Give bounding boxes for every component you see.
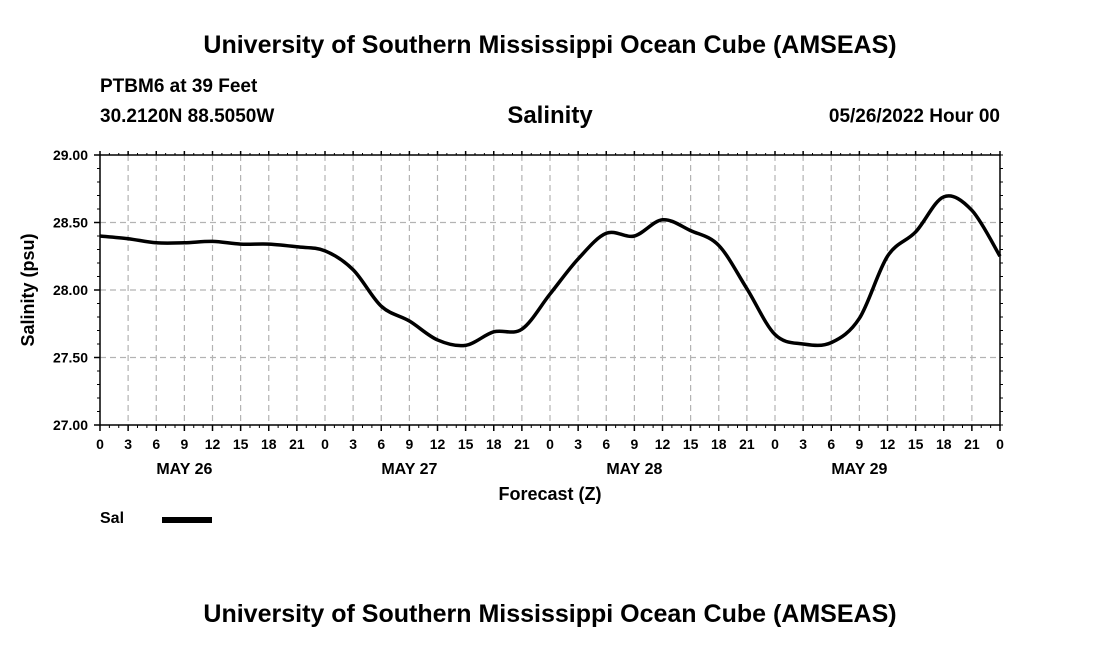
y-axis-label: Salinity (psu): [18, 233, 38, 346]
x-tick-label: 0: [321, 436, 329, 452]
x-tick-label: 21: [739, 436, 755, 452]
x-tick-label: 3: [574, 436, 582, 452]
x-tick-label: 9: [405, 436, 413, 452]
x-tick-label: 3: [124, 436, 132, 452]
series-line-sal: [99, 194, 1002, 348]
bottom-title: University of Southern Mississippi Ocean…: [203, 600, 897, 628]
x-tick-label: 6: [152, 436, 160, 452]
y-tick-label: 28.00: [53, 282, 88, 298]
coordinates-label: 30.2120N 88.5050W: [100, 106, 275, 127]
x-tick-label: 21: [964, 436, 980, 452]
x-tick-label: 6: [602, 436, 610, 452]
x-tick-label: 3: [799, 436, 807, 452]
x-tick-label: 12: [655, 436, 671, 452]
x-tick-label: 15: [233, 436, 249, 452]
x-tick-label: 3: [349, 436, 357, 452]
x-tick-label: 0: [771, 436, 779, 452]
x-tick-label: 9: [855, 436, 863, 452]
x-axis-label: Forecast (Z): [498, 484, 601, 504]
plot-frame: [99, 154, 1001, 426]
x-tick-label: 12: [880, 436, 896, 452]
x-tick-label: 18: [486, 436, 502, 452]
x-tick-label: 21: [289, 436, 305, 452]
y-tick-label: 27.50: [53, 350, 88, 366]
x-tick-label: 0: [96, 436, 104, 452]
x-tick-label: 18: [711, 436, 727, 452]
x-tick-label: 15: [458, 436, 474, 452]
top-title: University of Southern Mississippi Ocean…: [203, 31, 897, 59]
run-time-label: 05/26/2022 Hour 00: [828, 106, 1000, 127]
x-tick-label: 6: [827, 436, 835, 452]
y-tick-label: 27.00: [53, 417, 88, 433]
x-tick-label: 9: [630, 436, 638, 452]
x-tick-label: 12: [205, 436, 221, 452]
x-tick-label: 0: [996, 436, 1004, 452]
chart-title: Salinity: [507, 102, 593, 129]
date-label: MAY 29: [831, 461, 887, 478]
legend-swatch: [162, 517, 212, 523]
y-tick-label: 29.00: [53, 147, 88, 163]
legend-label: Sal: [100, 510, 125, 527]
station-label: PTBM6 at 39 Feet: [100, 76, 258, 97]
date-label: MAY 26: [156, 461, 212, 478]
y-tick-label: 28.50: [53, 215, 88, 231]
x-tick-label: 12: [430, 436, 446, 452]
x-tick-label: 15: [908, 436, 924, 452]
date-label: MAY 28: [606, 461, 662, 478]
x-tick-label: 21: [514, 436, 530, 452]
x-tick-label: 9: [180, 436, 188, 452]
x-tick-label: 15: [683, 436, 699, 452]
x-tick-label: 18: [936, 436, 952, 452]
x-tick-label: 18: [261, 436, 277, 452]
x-tick-label: 0: [546, 436, 554, 452]
x-tick-label: 6: [377, 436, 385, 452]
date-label: MAY 27: [381, 461, 437, 478]
